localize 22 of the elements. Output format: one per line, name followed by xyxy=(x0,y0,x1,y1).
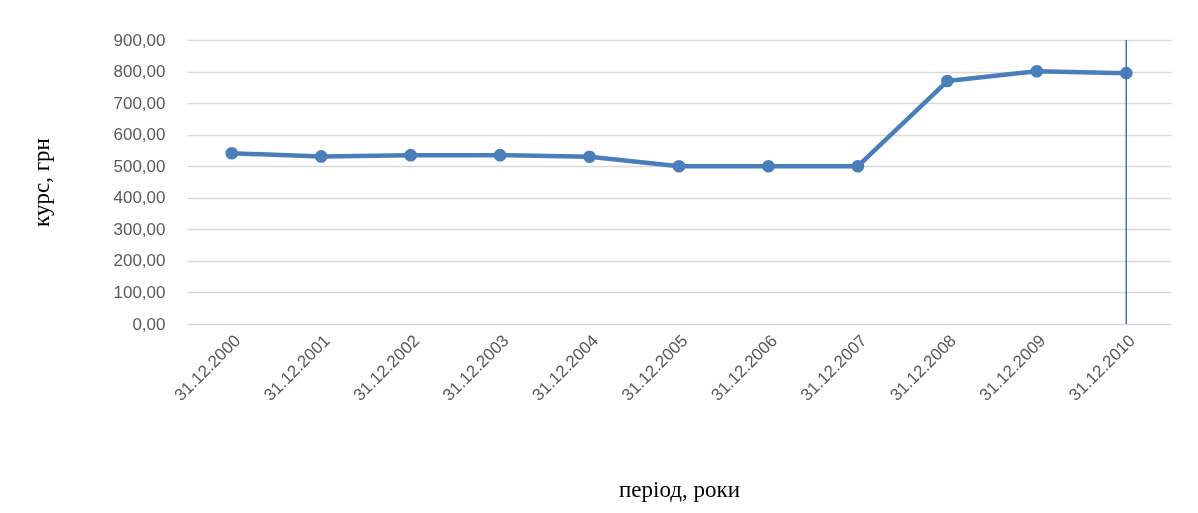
y-tick-label: 700,00 xyxy=(113,93,166,113)
y-tick-label: 400,00 xyxy=(113,188,166,208)
point xyxy=(493,148,507,162)
y-tick-label: 500,00 xyxy=(113,156,166,176)
y-tick-label: 100,00 xyxy=(113,282,166,302)
point xyxy=(225,146,239,160)
y-axis-title: курс, грн xyxy=(28,138,54,227)
point xyxy=(404,148,417,162)
y-tick-label: 300,00 xyxy=(113,219,166,239)
point xyxy=(583,150,596,164)
point xyxy=(941,74,954,88)
point xyxy=(762,159,775,173)
y-tick-label: 900,00 xyxy=(113,30,166,50)
point xyxy=(672,159,686,173)
y-tick-label: 0,00 xyxy=(132,314,166,334)
y-tick-label: 800,00 xyxy=(113,62,166,82)
x-axis-title: період, роки xyxy=(619,476,740,502)
point xyxy=(851,159,865,173)
y-tick-label: 600,00 xyxy=(113,125,166,145)
point xyxy=(314,150,328,163)
y-tick-label: 200,00 xyxy=(113,251,166,271)
point xyxy=(1030,64,1044,78)
